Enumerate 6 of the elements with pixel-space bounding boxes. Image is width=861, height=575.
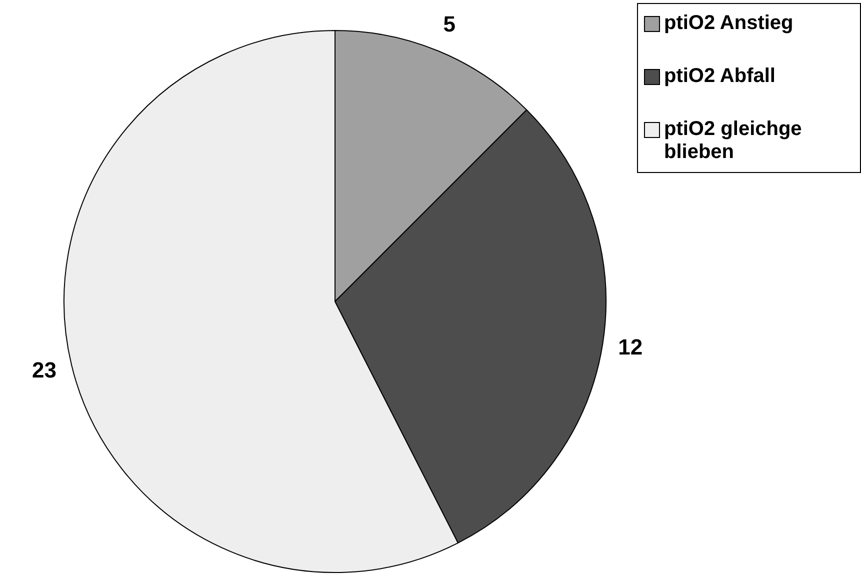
- data-label: 12: [618, 334, 643, 360]
- data-label: 5: [443, 11, 456, 36]
- legend-label: ptiO2 Abfall: [664, 65, 776, 88]
- legend-label: ptiO2 gleichgeblieben: [664, 118, 803, 164]
- data-label: 23: [32, 357, 57, 382]
- legend-label: ptiO2 Anstieg: [664, 12, 794, 35]
